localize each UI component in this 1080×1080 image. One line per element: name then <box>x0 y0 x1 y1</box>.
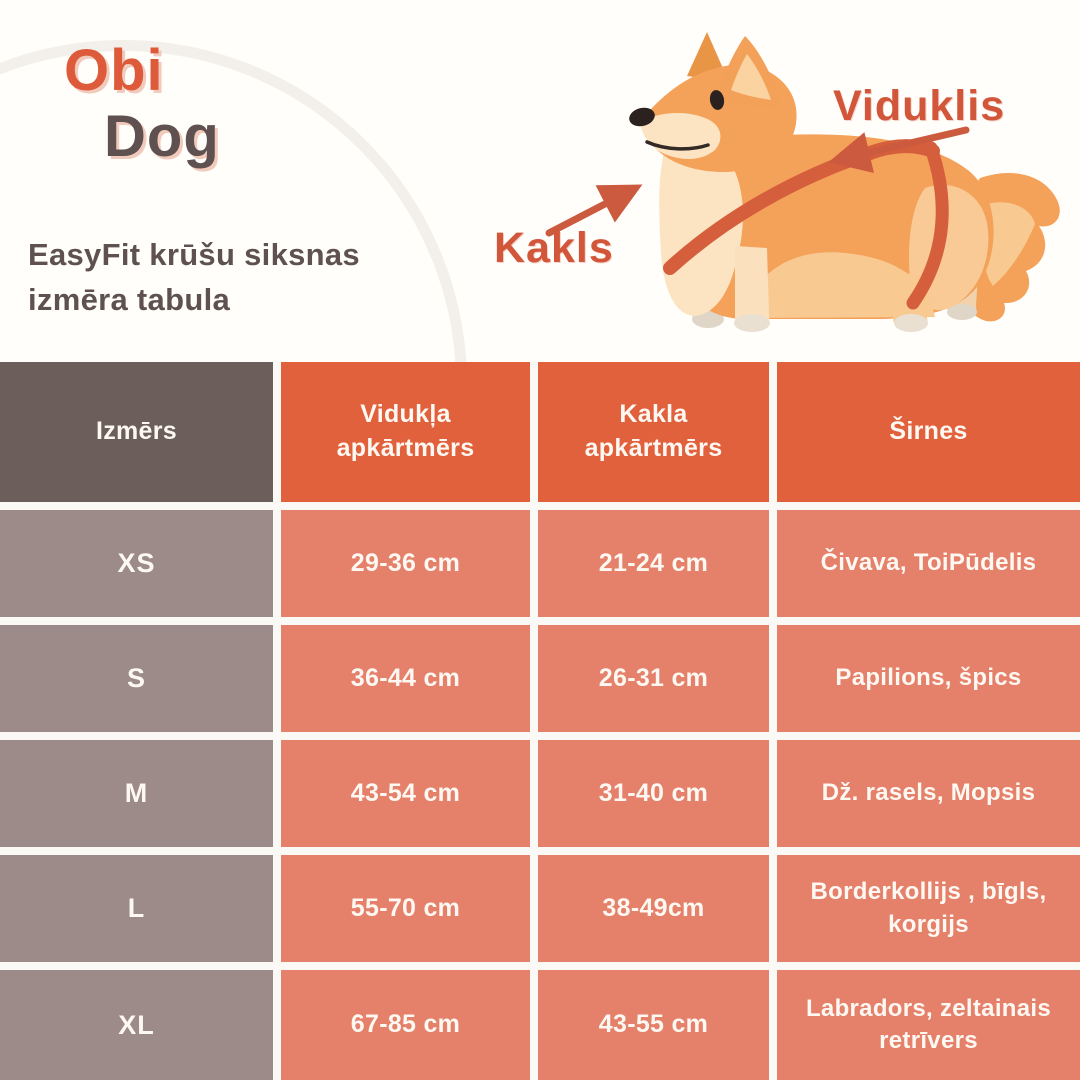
cell-waist-s: 36-44 cm <box>281 625 530 732</box>
cell-neck-xs: 21-24 cm <box>538 510 769 617</box>
header-waist: Vidukļa apkārtmērs <box>281 362 530 502</box>
waist-label: Viduklis <box>833 82 1006 130</box>
header-neck: Kakla apkārtmērs <box>538 362 769 502</box>
cell-size-m: M <box>0 740 273 847</box>
cell-breeds-l: Borderkollijs , bīgls, korgijs <box>777 855 1080 962</box>
page-title: EasyFit krūšu siksnas izmēra tabula <box>28 232 360 322</box>
corgi-illustration <box>629 32 1060 332</box>
cell-waist-l: 55-70 cm <box>281 855 530 962</box>
cell-neck-m: 31-40 cm <box>538 740 769 847</box>
brand-logo-dog: Dog <box>104 104 220 169</box>
size-table: Izmērs Vidukļa apkārtmērs Kakla apkārtmē… <box>0 362 1080 1080</box>
cell-breeds-s: Papilions, špics <box>777 625 1080 732</box>
header-breeds: Širnes <box>777 362 1080 502</box>
cell-size-l: L <box>0 855 273 962</box>
cell-breeds-xl: Labradors, zeltainais retrīvers <box>777 970 1080 1080</box>
cell-size-s: S <box>0 625 273 732</box>
cell-neck-l: 38-49cm <box>538 855 769 962</box>
header-size: Izmērs <box>0 362 273 502</box>
cell-waist-xl: 67-85 cm <box>281 970 530 1080</box>
cell-size-xl: XL <box>0 970 273 1080</box>
brand-logo: Obi Dog <box>64 42 220 166</box>
hero-section: Obi Dog EasyFit krūšu siksnas izmēra tab… <box>0 0 1080 362</box>
cell-size-xs: XS <box>0 510 273 617</box>
cell-waist-xs: 29-36 cm <box>281 510 530 617</box>
page-title-line1: EasyFit krūšu siksnas <box>28 237 360 272</box>
cell-breeds-xs: Čivava, ToiPūdelis <box>777 510 1080 617</box>
cell-waist-m: 43-54 cm <box>281 740 530 847</box>
cell-breeds-m: Dž. rasels, Mopsis <box>777 740 1080 847</box>
page-title-line2: izmēra tabula <box>28 282 231 317</box>
cell-neck-s: 26-31 cm <box>538 625 769 732</box>
cell-neck-xl: 43-55 cm <box>538 970 769 1080</box>
neck-label: Kakls <box>494 224 614 272</box>
brand-logo-obi: Obi <box>64 38 164 103</box>
